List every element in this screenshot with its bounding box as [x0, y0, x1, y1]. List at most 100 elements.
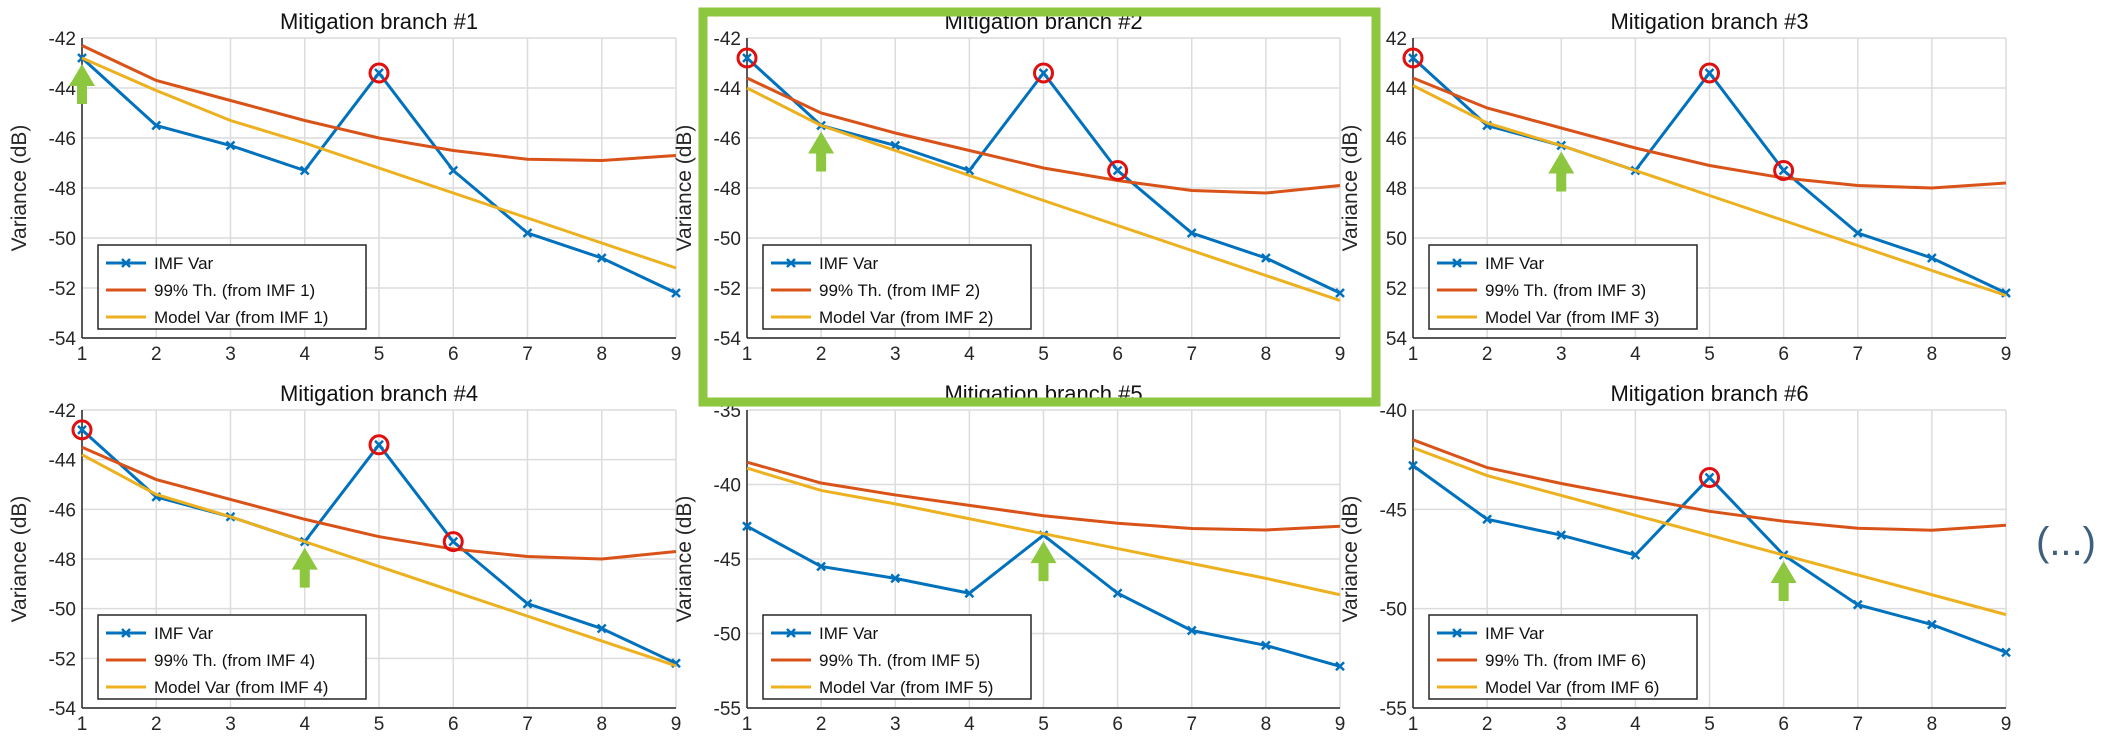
y-tick-label: -46 [714, 129, 741, 150]
chart-title: Mitigation branch #3 [1610, 9, 1808, 34]
legend-entry: Model Var (from IMF 3) [1485, 308, 1659, 327]
series-point [2001, 647, 2011, 658]
x-tick-label: 6 [448, 344, 459, 365]
y-tick-label: -52 [49, 649, 76, 670]
x-tick-label: 7 [1186, 714, 1197, 735]
x-tick-label: 6 [1112, 344, 1123, 365]
y-tick-label: -48 [714, 179, 741, 200]
series-point [1482, 514, 1493, 525]
x-tick-label: 4 [299, 344, 310, 365]
legend-entry: 99% Th. (from IMF 3) [1485, 281, 1646, 300]
y-tick-label: -46 [49, 500, 76, 521]
legend-entry: IMF Var [819, 624, 879, 643]
legend-box [97, 244, 367, 330]
y-tick-label: -55 [714, 699, 741, 720]
circled-point-marker [71, 419, 93, 441]
legend-marker [1452, 628, 1462, 638]
y-tick-label: 52 [1386, 279, 1407, 300]
x-tick-label: 9 [1335, 344, 1346, 365]
more-panels-ellipsis: (...) [2036, 520, 2096, 564]
x-tick-label: 5 [1704, 714, 1715, 735]
series-line-3 [81, 56, 677, 270]
y-tick-label: -45 [1380, 500, 1407, 521]
series-point [1556, 530, 1567, 541]
x-tick-label: 7 [1852, 344, 1863, 365]
y-tick-label: -50 [1380, 600, 1407, 621]
series-point [1186, 228, 1197, 238]
legend-entry: Model Var (from IMF 6) [1485, 678, 1659, 697]
x-tick-label: 9 [2001, 714, 2012, 735]
x-tick-label: 8 [1261, 714, 1272, 735]
series-point [448, 536, 459, 547]
series-line-2 [1412, 438, 2007, 532]
y-tick-label: -42 [714, 29, 741, 50]
circled-point-marker [1033, 62, 1054, 84]
legend-marker [1452, 258, 1462, 268]
legend-entry: Model Var (from IMF 2) [819, 308, 993, 327]
legend-box [1428, 614, 1698, 700]
series-point [299, 165, 310, 176]
y-tick-label: -44 [714, 79, 742, 100]
series-point [374, 68, 384, 78]
selection-arrow [1548, 151, 1575, 192]
series-point [596, 253, 607, 263]
y-tick-label: 48 [1386, 179, 1407, 200]
series-point [225, 140, 236, 151]
x-tick-label: 5 [1038, 714, 1049, 735]
x-tick-label: 7 [522, 344, 533, 365]
legend-entry: 99% Th. (from IMF 2) [819, 281, 980, 300]
legend-entry: IMF Var [1485, 254, 1545, 273]
x-tick-label: 1 [77, 344, 88, 365]
chart-title: Mitigation branch #1 [280, 9, 478, 34]
circled-point-marker [442, 531, 464, 553]
circled-point-marker [368, 434, 390, 456]
y-tick-label: -40 [714, 476, 741, 497]
series-point [522, 228, 533, 238]
circled-point-marker [736, 47, 758, 69]
series-point [151, 120, 162, 131]
series-point [1335, 288, 1345, 298]
y-axis-label: Variance (dB) [1339, 125, 1362, 252]
legend-entry: Model Var (from IMF 1) [154, 308, 328, 327]
x-tick-label: 2 [816, 714, 827, 735]
circled-point-marker [368, 62, 390, 84]
x-tick-label: 9 [2001, 344, 2012, 365]
series-line-2 [81, 445, 677, 561]
x-tick-label: 4 [299, 714, 310, 735]
x-tick-label: 6 [1778, 714, 1789, 735]
y-tick-label: -52 [49, 279, 76, 300]
circled-point-marker [1107, 160, 1129, 181]
series-point [742, 521, 752, 532]
y-tick-label: 46 [1386, 129, 1407, 150]
series-line-3 [746, 86, 1341, 302]
series-point [1926, 619, 1937, 630]
selection-arrow [69, 64, 95, 104]
x-tick-label: 3 [890, 344, 901, 365]
legend-entry: 99% Th. (from IMF 6) [1485, 651, 1646, 670]
series-point [1852, 228, 1863, 238]
x-tick-label: 6 [1778, 344, 1789, 365]
x-tick-label: 8 [1927, 344, 1938, 365]
series-line-3 [81, 453, 677, 668]
series-line-3 [1412, 446, 2007, 617]
y-axis-label: Variance (dB) [8, 125, 31, 252]
x-tick-label: 1 [77, 714, 88, 735]
x-tick-label: 7 [522, 714, 533, 735]
x-tick-label: 3 [225, 344, 236, 365]
x-tick-label: 8 [1261, 344, 1272, 365]
series-point [1186, 625, 1197, 636]
legend-box [1428, 244, 1698, 330]
y-axis-label: Variance (dB) [8, 496, 31, 623]
series-point [374, 439, 384, 450]
selection-arrow [808, 131, 835, 172]
highlight-frame [698, 7, 1381, 407]
series-line-2 [81, 44, 677, 163]
x-tick-label: 6 [1112, 714, 1123, 735]
legend-entry: IMF Var [1485, 624, 1545, 643]
x-tick-label: 1 [1408, 344, 1419, 365]
x-tick-label: 1 [1408, 714, 1419, 735]
legend-entry: 99% Th. (from IMF 4) [154, 651, 315, 670]
y-tick-label: -42 [49, 29, 76, 50]
